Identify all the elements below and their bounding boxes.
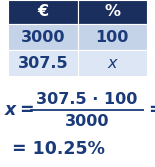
- FancyBboxPatch shape: [8, 24, 78, 50]
- FancyBboxPatch shape: [78, 24, 147, 50]
- Text: 307.5: 307.5: [17, 55, 68, 70]
- Text: %: %: [104, 5, 120, 20]
- Text: 3000: 3000: [20, 30, 65, 44]
- Text: x: x: [108, 55, 117, 70]
- Text: 3000: 3000: [65, 114, 109, 128]
- FancyBboxPatch shape: [78, 50, 147, 76]
- Text: 307.5 · 100: 307.5 · 100: [36, 92, 138, 107]
- FancyBboxPatch shape: [8, 0, 78, 24]
- Text: = 10.25%: = 10.25%: [12, 140, 105, 158]
- FancyBboxPatch shape: [8, 50, 78, 76]
- Text: 100: 100: [96, 30, 129, 44]
- Text: x: x: [5, 101, 16, 119]
- Text: €: €: [37, 5, 48, 20]
- Text: =: =: [148, 101, 155, 119]
- Text: =: =: [19, 101, 34, 119]
- FancyBboxPatch shape: [78, 0, 147, 24]
